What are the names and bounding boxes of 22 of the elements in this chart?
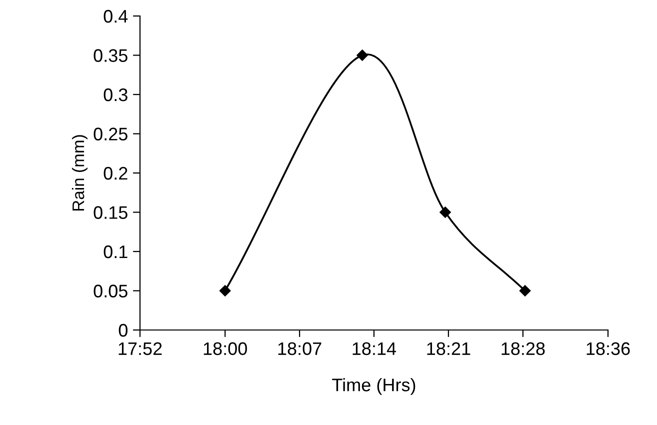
y-tick-label: 0.1 (104, 245, 128, 258)
x-tick-label: 18:28 (502, 342, 545, 356)
x-tick-label: 18:21 (427, 342, 470, 356)
x-axis-title: Time (Hrs) (332, 378, 416, 395)
y-tick-label: 0.15 (94, 206, 128, 219)
point (440, 206, 451, 218)
x-tick-label: 18:00 (204, 342, 247, 356)
y-tick-label: 0.35 (94, 49, 128, 62)
x-tick-label: 18:07 (278, 342, 322, 356)
y-tick-label: 0 (118, 324, 128, 337)
y-tick-label: 0.05 (94, 284, 128, 298)
x-tick-label: 17:52 (118, 342, 162, 356)
y-tick-label: 0.3 (104, 88, 128, 102)
point (519, 285, 531, 296)
y-tick-label: 0.4 (104, 10, 128, 23)
y-tick-label: 0.25 (94, 128, 128, 140)
x-tick-label: 18:36 (586, 342, 630, 356)
point (356, 50, 368, 61)
x-tick-label: 18:14 (352, 342, 396, 356)
y-tick-label: 0.2 (104, 166, 128, 180)
point (219, 285, 231, 296)
y-axis-title: Rain (mm) (72, 135, 88, 211)
